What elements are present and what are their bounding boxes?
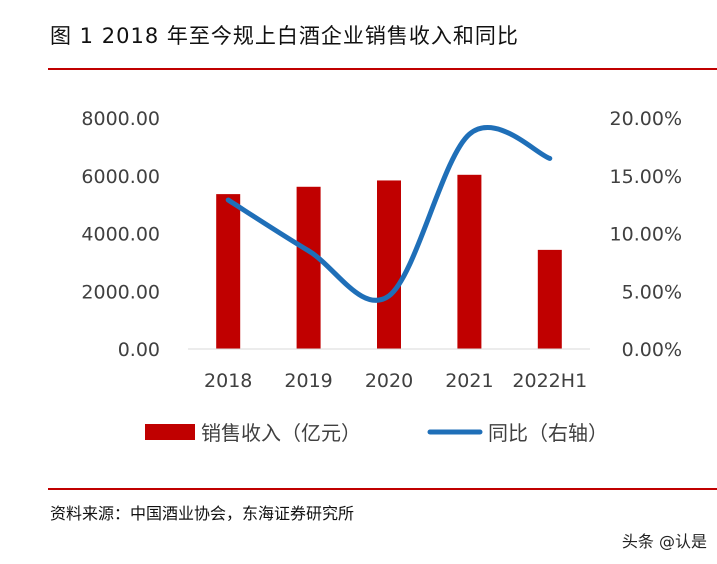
bar-series [216, 174, 562, 349]
bar-2020 [377, 180, 401, 349]
x-axis-tick: 2020 [365, 370, 413, 392]
bar-2019 [296, 186, 321, 349]
x-axis-tick: 2018 [204, 370, 252, 392]
x-axis-tick: 2021 [445, 370, 493, 392]
bottom-divider [48, 488, 717, 490]
right-axis-tick: 10.00% [610, 224, 682, 246]
right-axis: 0.00% 5.00% 10.00% 15.00% 20.00% [610, 108, 682, 361]
right-axis-tick: 0.00% [622, 339, 682, 361]
watermark: 头条 @认是 [621, 532, 707, 551]
left-axis-tick: 8000.00 [81, 108, 160, 130]
figure-title: 图 1 2018 年至今规上白酒企业销售收入和同比 [50, 20, 519, 50]
right-axis-tick: 20.00% [610, 108, 682, 130]
bar-2022H1 [537, 249, 562, 349]
legend: 销售收入（亿元） 同比（右轴） [145, 421, 608, 445]
figure-label: 图 1 [50, 24, 95, 48]
left-axis-tick: 0.00 [118, 339, 160, 361]
legend-bar-swatch [145, 424, 195, 440]
x-axis: 2018 2019 2020 2021 2022H1 [204, 370, 587, 392]
right-axis-tick: 15.00% [610, 166, 682, 188]
bar-2018 [216, 194, 241, 349]
bar-2021 [457, 174, 482, 349]
yoy-line [225, 125, 553, 303]
source-note: 资料来源：中国酒业协会，东海证券研究所 [50, 504, 355, 523]
x-axis-tick: 2019 [284, 370, 332, 392]
legend-bar-label: 销售收入（亿元） [201, 421, 361, 445]
left-axis-tick: 4000.00 [81, 224, 160, 246]
left-axis: 0.00 2000.00 4000.00 6000.00 8000.00 [81, 108, 160, 361]
figure-title-text: 2018 年至今规上白酒企业销售收入和同比 [101, 24, 519, 48]
right-axis-tick: 5.00% [622, 281, 682, 303]
top-divider [48, 68, 717, 70]
left-axis-tick: 6000.00 [81, 166, 160, 188]
x-axis-tick: 2022H1 [512, 370, 587, 392]
left-axis-tick: 2000.00 [81, 281, 160, 303]
legend-line-label: 同比（右轴） [488, 421, 608, 445]
